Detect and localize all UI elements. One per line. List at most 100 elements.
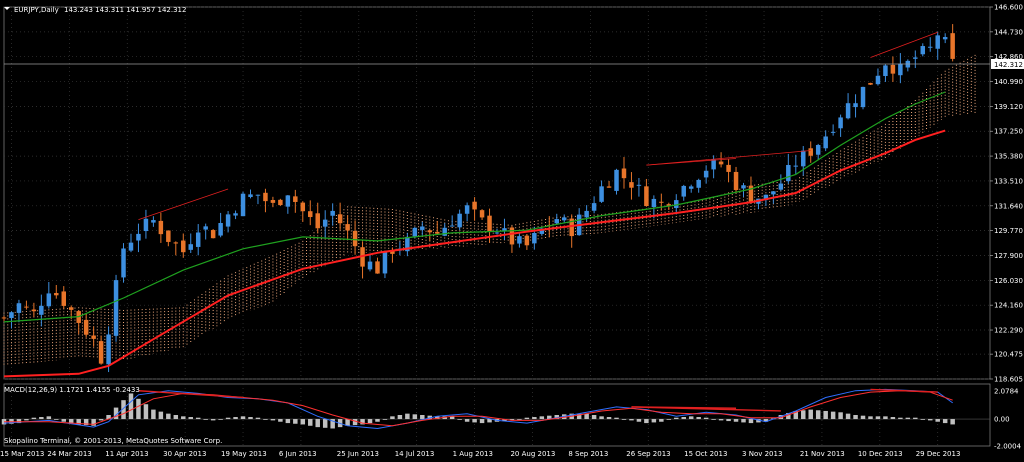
candle-body: [883, 65, 888, 77]
candle: [883, 64, 888, 82]
x-tick-label: 10 Dec 2013: [858, 450, 903, 458]
macd-histogram-bar: [76, 419, 81, 425]
macd-panel-border: [3, 383, 991, 447]
x-tick-label: 20 Aug 2013: [510, 450, 555, 458]
candle: [270, 196, 276, 208]
candle-body: [435, 231, 440, 234]
candle: [248, 189, 253, 199]
macd-histogram-bar: [659, 419, 664, 422]
candle: [278, 198, 283, 206]
candle: [225, 211, 231, 233]
candle-body: [255, 194, 261, 196]
candle: [322, 210, 328, 238]
candle-body: [532, 233, 537, 244]
macd-histogram-bar: [479, 419, 485, 424]
y-tick-label: 122.290: [994, 327, 1023, 335]
macd-histogram-bar: [718, 419, 724, 421]
macd-histogram-bar: [218, 419, 223, 420]
candle: [39, 294, 44, 327]
macd-histogram-bar: [801, 410, 806, 420]
candle: [659, 193, 664, 211]
candle: [151, 216, 156, 227]
candle: [382, 251, 388, 279]
candle-body: [636, 184, 642, 186]
grid-lines: [3, 6, 991, 447]
x-tick-label: 15 Oct 2013: [684, 450, 727, 458]
macd-histogram-bar: [24, 419, 29, 421]
candle-body: [83, 319, 89, 335]
candle: [91, 326, 96, 347]
candle: [733, 166, 739, 193]
candle-body: [352, 230, 358, 247]
candle-body: [143, 218, 149, 232]
macd-histogram-bar: [539, 416, 545, 420]
candle: [621, 157, 627, 189]
candle-body: [838, 117, 843, 129]
macd-histogram-bar: [898, 417, 903, 420]
candle-body: [166, 230, 171, 242]
candle-body: [711, 159, 716, 170]
candle-body: [942, 37, 948, 40]
candle-body: [845, 103, 851, 119]
candle: [308, 200, 313, 226]
macd-histogram-bar: [674, 417, 679, 420]
macd-histogram-bar: [621, 419, 627, 420]
candle-body: [367, 261, 373, 270]
x-tick-label: 25 Jun 2013: [337, 450, 379, 458]
macd-histogram-bar: [532, 417, 537, 420]
candle-body: [606, 186, 612, 188]
candle: [875, 68, 881, 86]
macd-histogram-bar: [240, 416, 246, 420]
macd-histogram-bar: [905, 417, 911, 420]
candle: [367, 253, 373, 272]
candle-body: [703, 170, 709, 178]
candle-body: [748, 185, 754, 203]
candle-body: [24, 306, 29, 308]
candle-body: [808, 148, 813, 156]
candle: [435, 221, 440, 235]
macd-histogram-bar: [950, 419, 955, 425]
y-tick-label: 120.475: [994, 351, 1023, 359]
candle: [449, 215, 455, 227]
candle-body: [218, 223, 223, 236]
candle-body: [890, 64, 896, 74]
candle: [591, 196, 597, 214]
macd-histogram-bar: [315, 419, 320, 428]
candle: [614, 168, 619, 195]
candle: [106, 326, 111, 373]
macd-y-tick-label: 0.00: [994, 416, 1010, 424]
candle-body: [442, 227, 447, 236]
macd-histogram-bar: [636, 419, 642, 422]
candle-body: [210, 230, 216, 239]
y-tick-label: 127.900: [994, 252, 1023, 260]
macd-histogram-bar: [696, 417, 701, 420]
candle: [464, 202, 470, 222]
candle: [9, 311, 14, 329]
candle: [61, 286, 66, 309]
macd-histogram-bar: [233, 417, 238, 420]
candle-body: [61, 291, 66, 306]
candle-body: [263, 192, 268, 202]
candle-body: [405, 236, 410, 252]
candle: [195, 224, 201, 256]
candle: [561, 214, 567, 224]
collapse-triangle-icon[interactable]: [4, 7, 10, 10]
macd-histogram-bar: [913, 417, 918, 420]
candle-body: [173, 242, 179, 244]
macd-histogram-bar: [748, 419, 754, 424]
macd-histogram-bar: [300, 419, 306, 425]
candle-body: [151, 220, 156, 223]
candle-body: [308, 211, 313, 218]
y-tick-label: 135.380: [994, 153, 1023, 161]
candle-body: [920, 46, 926, 55]
candle-body: [427, 230, 433, 233]
ma-fast-line: [3, 91, 946, 323]
macd-histogram-bar: [464, 419, 470, 422]
candle-body: [793, 165, 799, 167]
macd-histogram-bar: [308, 419, 313, 426]
macd-histogram-bar: [382, 419, 388, 420]
macd-histogram-bar: [39, 417, 44, 420]
y-tick-label: 140.990: [994, 78, 1023, 86]
macd-histogram-bar: [181, 416, 186, 420]
